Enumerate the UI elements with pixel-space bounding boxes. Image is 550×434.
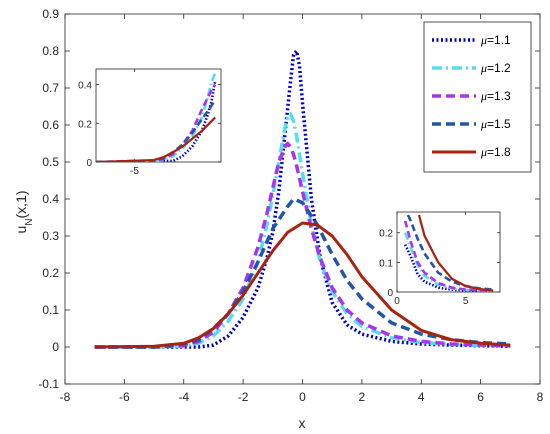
x-tick-label: 4 (418, 390, 425, 404)
y-tick-label: 0.2 (78, 119, 92, 130)
inset-left-plot: -5 0 0.2 0.4 (78, 68, 222, 177)
x-tick-label: 2 (359, 390, 366, 404)
x-tick-label: -4 (178, 390, 189, 404)
y-tick-label: 0 (86, 158, 92, 169)
series-line-1 (94, 49, 511, 349)
x-tick-label: 5 (463, 296, 469, 307)
x-tick-label: -2 (238, 390, 249, 404)
inset-right-plot: 0 5 0 0.1 0.2 (379, 211, 501, 307)
y-tick-label: 0.9 (42, 7, 59, 21)
y-tick-label: 0.3 (42, 229, 59, 243)
series-line-1 (96, 80, 217, 162)
y-tick-label: 0.1 (42, 303, 59, 317)
y-tick-label: 0 (52, 340, 59, 354)
x-tick-label: 0 (394, 296, 400, 307)
y-tick-label: 0.1 (379, 258, 393, 269)
y-tick-label: -0.1 (38, 377, 59, 391)
series-line-5 (96, 116, 217, 162)
y-tick-label: 0.2 (379, 229, 393, 240)
x-tick-label: 8 (537, 390, 544, 404)
x-tick-label: -8 (60, 390, 71, 404)
legend-label-5: μ=1.8 (480, 145, 511, 159)
legend-label-3: μ=1.3 (480, 89, 511, 103)
series-line-2 (94, 112, 511, 349)
y-tick-label: 0.8 (42, 44, 59, 58)
series-line-2 (403, 232, 494, 292)
legend-label-1: μ=1.1 (480, 33, 511, 47)
y-tick-label: 0.4 (78, 81, 92, 92)
series-line-5 (417, 214, 494, 292)
y-tick-label: 0.6 (42, 118, 59, 132)
legend-label-2: μ=1.2 (480, 61, 511, 75)
y-tick-label: 0.7 (42, 81, 59, 95)
series-line-5 (94, 221, 511, 349)
y-tick-label: 0 (387, 288, 393, 299)
series-line-2 (96, 72, 217, 162)
y-tick-label: 0.4 (42, 192, 59, 206)
y-tick-label: 0.5 (42, 155, 59, 169)
x-tick-label: -5 (130, 166, 139, 177)
inset-left-frame (95, 68, 222, 163)
series-line-3 (403, 220, 494, 292)
legend-box (423, 21, 532, 173)
x-axis-label: x (299, 415, 306, 431)
series-line-3 (94, 141, 511, 349)
y-tick-label: 0.2 (42, 266, 59, 280)
series-line-4 (96, 99, 217, 162)
legend: μ=1.1 μ=1.2 μ=1.3 μ=1.5 μ=1.8 (423, 21, 532, 173)
x-tick-label: 0 (299, 390, 306, 404)
y-axis-label: uN(x,1) (13, 190, 35, 233)
legend-label-4: μ=1.5 (480, 117, 511, 131)
x-tick-label: 6 (477, 390, 484, 404)
x-tick-label: -6 (119, 390, 130, 404)
